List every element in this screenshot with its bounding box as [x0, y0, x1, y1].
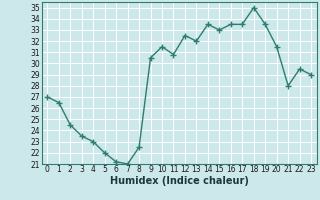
- X-axis label: Humidex (Indice chaleur): Humidex (Indice chaleur): [110, 176, 249, 186]
